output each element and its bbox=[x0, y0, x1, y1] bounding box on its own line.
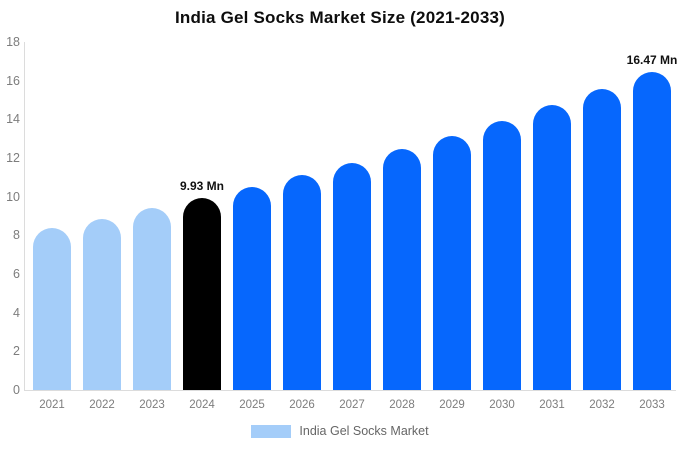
x-axis-label-2028: 2028 bbox=[389, 399, 415, 411]
y-axis-tick-4: 4 bbox=[13, 305, 20, 320]
x-axis-label-2023: 2023 bbox=[139, 399, 165, 411]
y-axis-tick-0: 0 bbox=[13, 383, 20, 397]
bar-2022 bbox=[83, 218, 121, 390]
x-axis-line bbox=[24, 390, 676, 391]
x-axis-label-2033: 2033 bbox=[639, 399, 665, 411]
y-axis-tick-6: 6 bbox=[13, 267, 20, 281]
chart-title: India Gel Socks Market Size (2021-2033) bbox=[174, 8, 505, 27]
bar-2027 bbox=[333, 162, 371, 390]
x-axis-label-2031: 2031 bbox=[539, 399, 565, 411]
legend-label: India Gel Socks Market bbox=[299, 424, 429, 438]
x-axis-label-2024: 2024 bbox=[189, 399, 215, 411]
x-axis-label-2032: 2032 bbox=[589, 399, 615, 411]
bar-2024 bbox=[183, 198, 221, 390]
y-axis-tick-2: 2 bbox=[13, 344, 20, 359]
y-axis-tick-16: 16 bbox=[6, 73, 20, 88]
x-axis-label-2021: 2021 bbox=[39, 399, 65, 411]
x-axis-label-2029: 2029 bbox=[439, 399, 465, 411]
y-axis-tick-10: 10 bbox=[6, 189, 20, 204]
x-axis-label-2027: 2027 bbox=[339, 399, 365, 411]
bar-2032 bbox=[583, 88, 621, 390]
x-axis-label-2022: 2022 bbox=[89, 399, 115, 411]
y-axis-tick-12: 12 bbox=[6, 151, 20, 165]
data-label-2024: 9.93 Mn bbox=[179, 179, 225, 194]
x-axis-label-2025: 2025 bbox=[239, 399, 265, 411]
x-axis-label-2030: 2030 bbox=[489, 399, 515, 411]
bar-2021 bbox=[33, 227, 71, 390]
y-axis-tick-8: 8 bbox=[13, 228, 20, 243]
bar-2025 bbox=[233, 187, 271, 390]
bar-2030 bbox=[483, 120, 521, 390]
bar-2033 bbox=[633, 71, 671, 390]
y-axis-tick-14: 14 bbox=[6, 112, 20, 127]
bar-2028 bbox=[383, 149, 421, 390]
bar-2029 bbox=[433, 135, 471, 390]
legend-swatch bbox=[251, 424, 292, 438]
y-axis-line bbox=[24, 42, 25, 390]
bar-2023 bbox=[133, 208, 171, 390]
data-label-2033: 16.47 Mn bbox=[626, 52, 678, 67]
bar-2031 bbox=[533, 105, 571, 390]
bar-2026 bbox=[283, 175, 321, 390]
legend: India Gel Socks Market bbox=[0, 424, 680, 438]
x-axis-label-2026: 2026 bbox=[289, 399, 315, 411]
y-axis-tick-18: 18 bbox=[6, 35, 20, 49]
